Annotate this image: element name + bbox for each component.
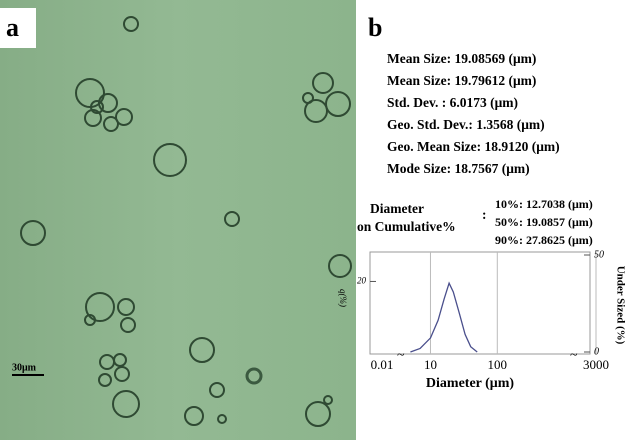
chart: ~ ~ Diameter (μm) q(%) Under Sized (%) 0… bbox=[338, 249, 627, 391]
x-tick-label: 100 bbox=[488, 357, 508, 372]
distribution-line bbox=[410, 281, 478, 353]
stat: Std. Dev. : 6.0173 (μm) bbox=[387, 95, 518, 110]
separator: : bbox=[482, 207, 487, 222]
y2-tick-label: 50 bbox=[594, 249, 604, 260]
cumulative-title: Diameter bbox=[370, 201, 424, 216]
stat: Geo. Std. Dev.: 1.3568 (μm) bbox=[387, 117, 545, 132]
panel-label: a bbox=[6, 13, 19, 42]
x-tick-label: 3000 bbox=[583, 357, 609, 372]
cumulative-value: 10%: 12.7038 (μm) bbox=[495, 197, 593, 211]
scale-bar: 30μm bbox=[12, 362, 37, 373]
stat: Geo. Mean Size: 18.9120 (μm) bbox=[387, 139, 560, 154]
panel-label: b bbox=[368, 13, 382, 42]
y-tick-label: 20 bbox=[357, 276, 367, 286]
x-axis-label: Diameter (μm) bbox=[426, 376, 514, 391]
stat: Mean Size: 19.08569 (μm) bbox=[387, 51, 536, 66]
x-tick-label: 10 bbox=[424, 357, 437, 372]
y2-tick-label: 0 bbox=[594, 346, 599, 357]
plot-frame bbox=[369, 251, 591, 355]
axis-break: ~ bbox=[397, 348, 405, 363]
cumulative-value: 90%: 27.8625 (μm) bbox=[495, 233, 593, 247]
x-tick-label: 0.01 bbox=[371, 357, 394, 372]
micrograph: a 30μm bbox=[0, 0, 356, 440]
stat: Mode Size: 18.7567 (μm) bbox=[387, 161, 530, 176]
y2-axis-label: Under Sized (%) bbox=[614, 266, 626, 345]
cumulative-value: 50%: 19.0857 (μm) bbox=[495, 215, 593, 229]
cumulative-title: on Cumulative% bbox=[357, 219, 456, 234]
stat: Mean Size: 19.79612 (μm) bbox=[387, 73, 536, 88]
axis-break: ~ bbox=[570, 348, 578, 363]
y-axis-label: q(%) bbox=[338, 289, 348, 307]
